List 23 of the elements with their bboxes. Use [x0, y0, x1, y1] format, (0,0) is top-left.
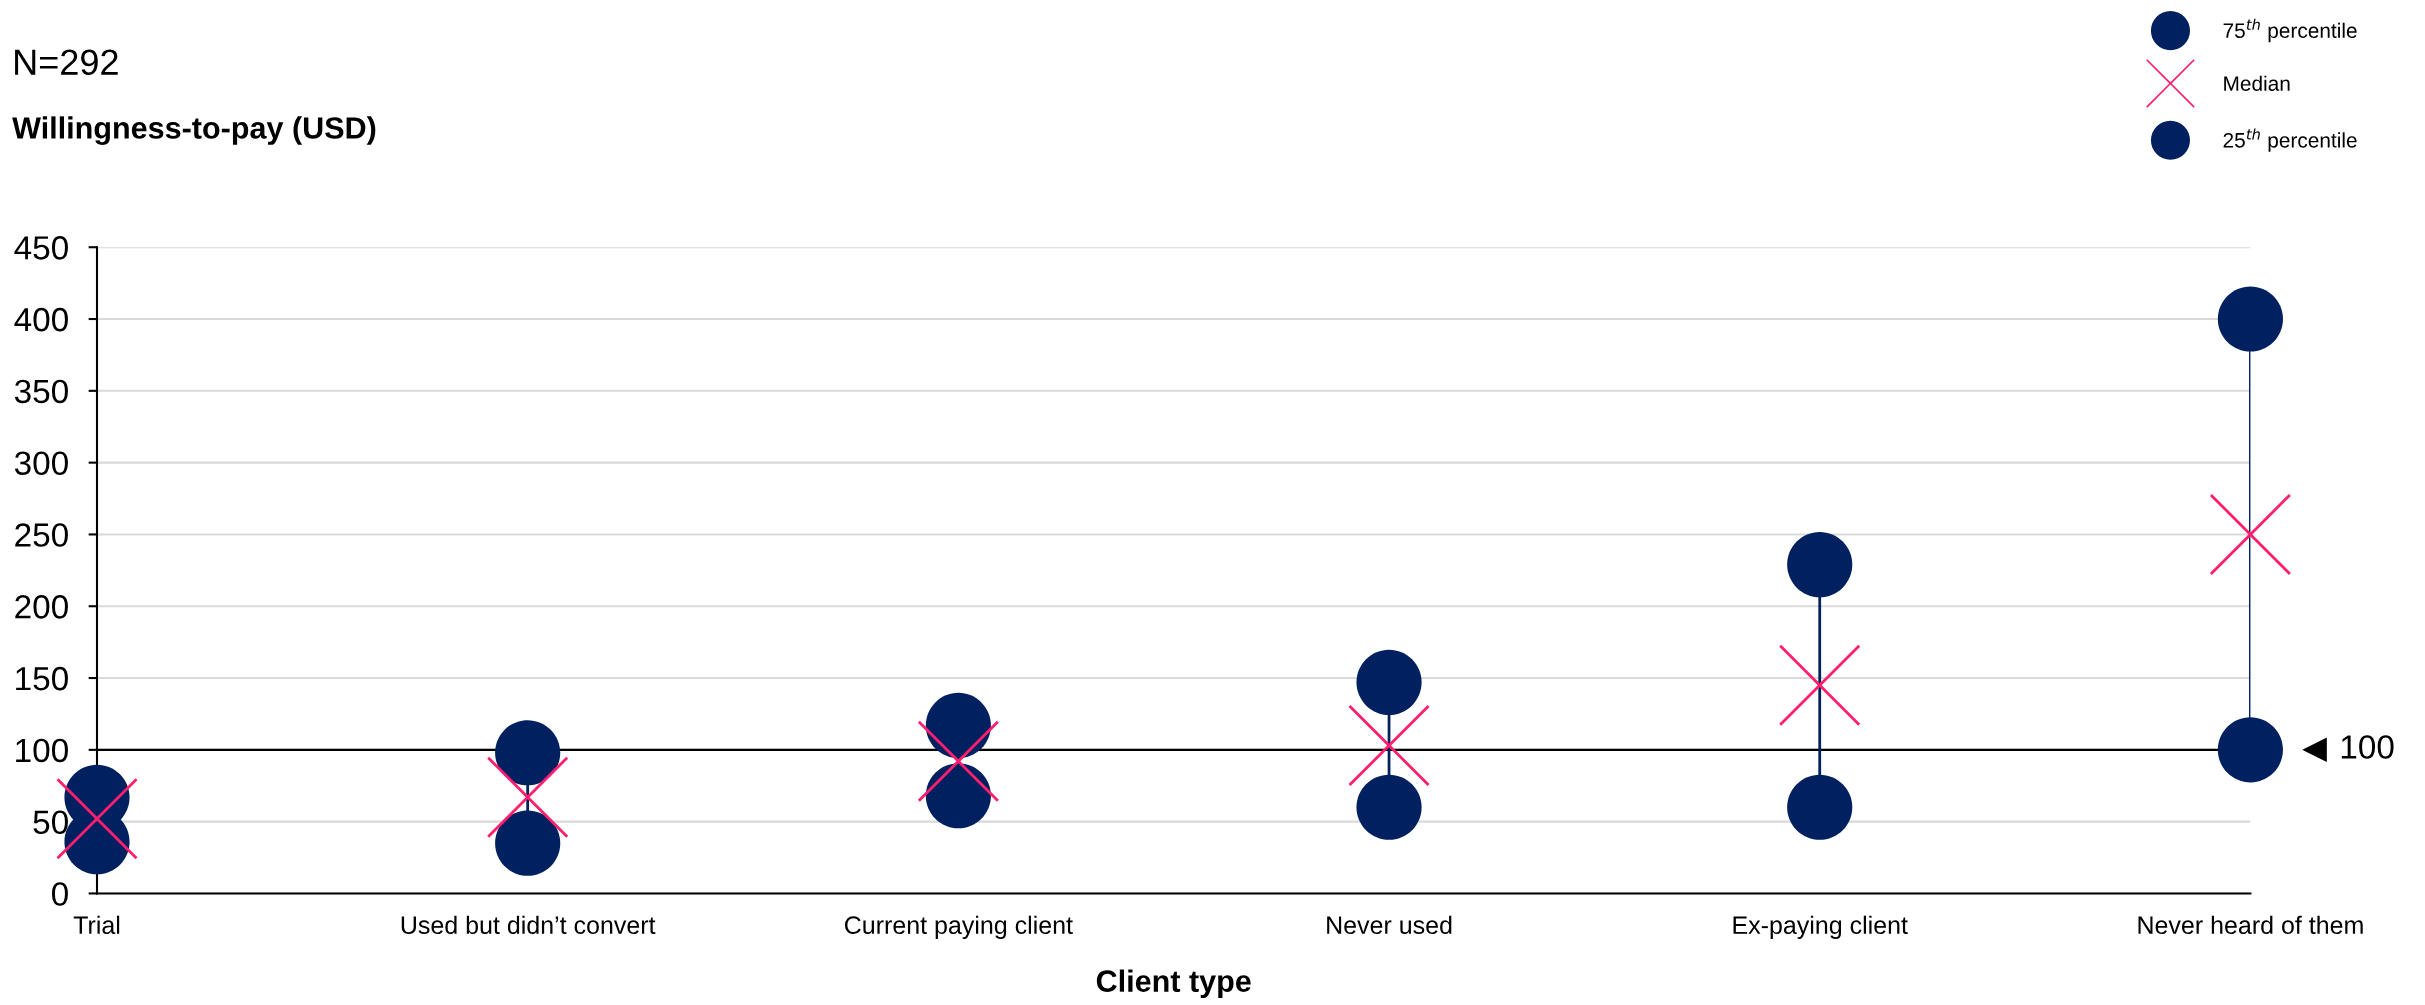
y-tick-label: 150 [16, 666, 68, 691]
ref-line-label: 100 [2341, 735, 2394, 759]
y-tick-label: 0 [51, 882, 68, 906]
x-tick-label: Never heard of them [2138, 915, 2363, 935]
chart-subtitle: N=292 [15, 49, 118, 76]
x-tick-label: Ex-paying client [1733, 915, 1908, 939]
y-tick-label: 350 [14, 379, 68, 404]
x-tick-label: Current paying client [844, 915, 1073, 939]
y-tick-label: 250 [15, 523, 68, 547]
y-axis-title: Willingness-to-pay (USD) [12, 116, 376, 145]
x-axis-title: Client type [1096, 969, 1251, 999]
legend-label: 25$^{th}$ percentile [2223, 128, 2357, 152]
x-tick-label: Used but didn’t convert [401, 915, 656, 935]
y-tick-label: 50 [33, 810, 68, 835]
x-tick-label: Never used [1327, 915, 1452, 935]
y-tick-label: 200 [15, 595, 68, 619]
legend-label: Median [2224, 75, 2290, 91]
legend-label: 75$^{th}$ percentile [2223, 18, 2357, 43]
y-tick-label: 400 [14, 307, 68, 332]
y-tick-label: 300 [14, 451, 68, 476]
y-tick-label: 450 [14, 236, 68, 260]
x-tick-label: Trial [73, 915, 120, 935]
y-tick-label: 100 [16, 738, 68, 763]
